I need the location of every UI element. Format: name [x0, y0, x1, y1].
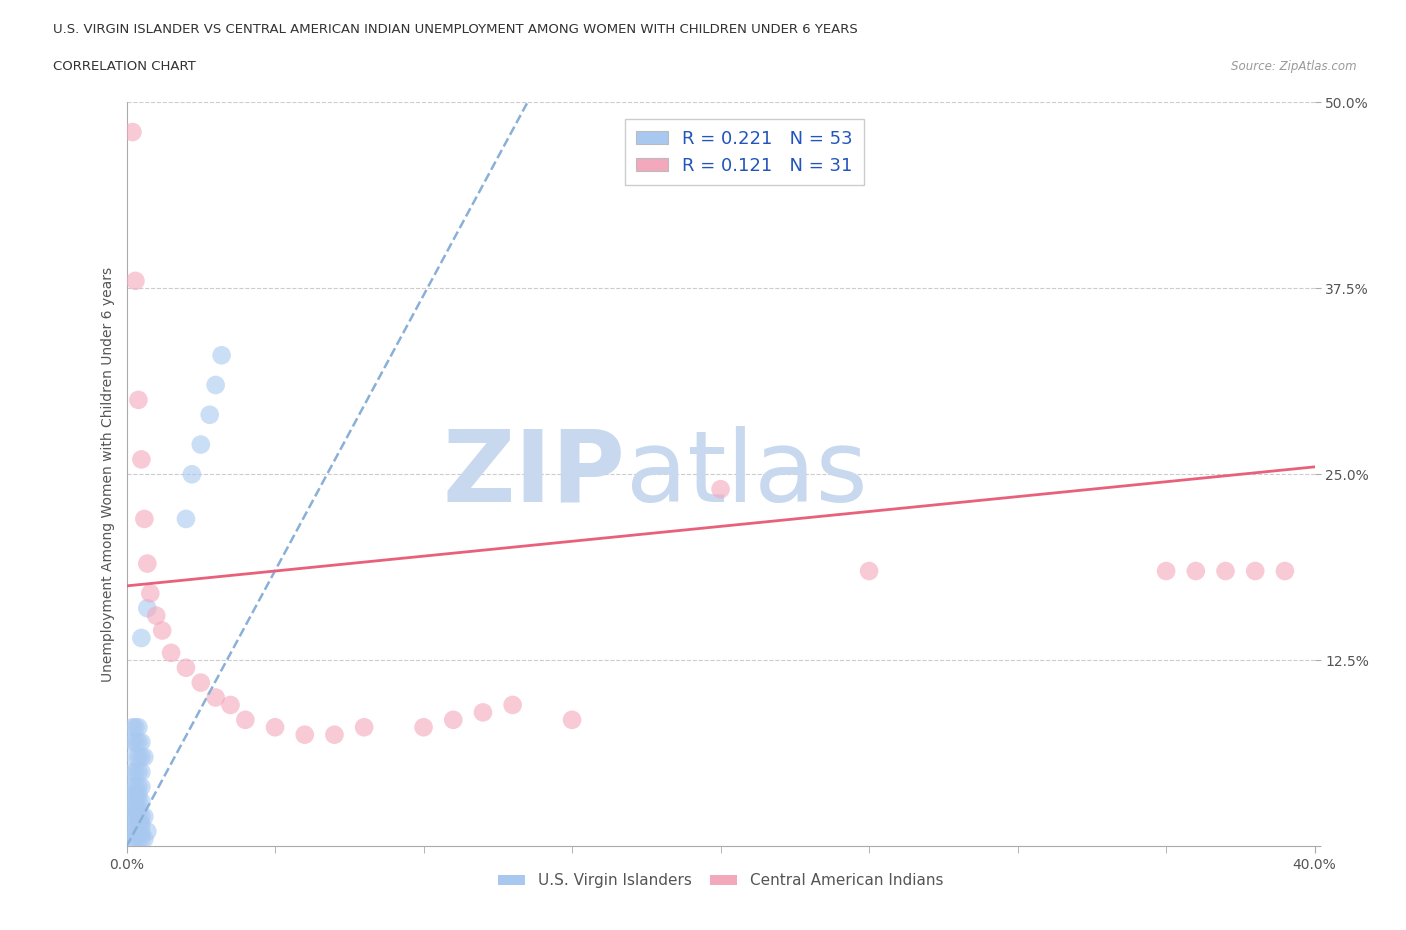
Point — [131, 809, 153, 824]
Point — [134, 512, 156, 526]
Point — [131, 750, 153, 764]
Point — [131, 779, 153, 794]
Point — [131, 824, 153, 839]
Point — [136, 556, 159, 571]
Point — [136, 824, 159, 839]
Point — [127, 392, 149, 407]
Point — [190, 675, 212, 690]
Point — [180, 467, 202, 482]
Point — [160, 645, 183, 660]
Point — [127, 750, 149, 764]
Point — [131, 831, 153, 846]
Y-axis label: Unemployment Among Women with Children Under 6 years: Unemployment Among Women with Children U… — [101, 267, 115, 682]
Point — [204, 378, 226, 392]
Point — [121, 831, 143, 846]
Point — [127, 787, 149, 802]
Point — [121, 802, 143, 817]
Point — [124, 817, 146, 831]
Text: Source: ZipAtlas.com: Source: ZipAtlas.com — [1232, 60, 1357, 73]
Point — [127, 735, 149, 750]
Point — [471, 705, 495, 720]
Point — [709, 482, 731, 497]
Point — [204, 690, 226, 705]
Point — [127, 817, 149, 831]
Point — [211, 348, 233, 363]
Point — [124, 831, 146, 846]
Point — [124, 750, 146, 764]
Point — [264, 720, 287, 735]
Point — [121, 764, 143, 779]
Point — [323, 727, 346, 742]
Point — [121, 125, 143, 140]
Point — [139, 586, 162, 601]
Point — [136, 601, 159, 616]
Point — [124, 794, 146, 809]
Point — [174, 660, 197, 675]
Point — [233, 712, 256, 727]
Point — [124, 802, 146, 817]
Point — [858, 564, 880, 578]
Point — [124, 824, 146, 839]
Point — [131, 631, 153, 645]
Point — [127, 809, 149, 824]
Point — [174, 512, 197, 526]
Point — [127, 779, 149, 794]
Point — [1154, 564, 1177, 578]
Point — [124, 787, 146, 802]
Point — [561, 712, 583, 727]
Point — [121, 794, 143, 809]
Text: CORRELATION CHART: CORRELATION CHART — [53, 60, 197, 73]
Point — [145, 608, 167, 623]
Point — [127, 720, 149, 735]
Point — [131, 452, 153, 467]
Point — [1274, 564, 1296, 578]
Point — [198, 407, 221, 422]
Point — [124, 720, 146, 735]
Point — [1244, 564, 1267, 578]
Point — [121, 720, 143, 735]
Point — [1184, 564, 1206, 578]
Text: atlas: atlas — [626, 426, 868, 523]
Point — [121, 824, 143, 839]
Point — [134, 831, 156, 846]
Point — [294, 727, 316, 742]
Legend: U.S. Virgin Islanders, Central American Indians: U.S. Virgin Islanders, Central American … — [492, 868, 949, 895]
Point — [134, 750, 156, 764]
Point — [124, 764, 146, 779]
Point — [353, 720, 375, 735]
Point — [124, 273, 146, 288]
Point — [127, 802, 149, 817]
Point — [124, 809, 146, 824]
Point — [131, 735, 153, 750]
Point — [502, 698, 524, 712]
Point — [219, 698, 242, 712]
Point — [121, 735, 143, 750]
Point — [127, 764, 149, 779]
Point — [441, 712, 464, 727]
Point — [134, 809, 156, 824]
Point — [1215, 564, 1237, 578]
Point — [131, 817, 153, 831]
Point — [127, 831, 149, 846]
Text: U.S. VIRGIN ISLANDER VS CENTRAL AMERICAN INDIAN UNEMPLOYMENT AMONG WOMEN WITH CH: U.S. VIRGIN ISLANDER VS CENTRAL AMERICAN… — [53, 23, 858, 36]
Point — [412, 720, 434, 735]
Point — [124, 779, 146, 794]
Point — [150, 623, 173, 638]
Point — [121, 809, 143, 824]
Point — [131, 764, 153, 779]
Point — [190, 437, 212, 452]
Point — [131, 794, 153, 809]
Point — [124, 735, 146, 750]
Point — [121, 779, 143, 794]
Point — [127, 794, 149, 809]
Text: ZIP: ZIP — [443, 426, 626, 523]
